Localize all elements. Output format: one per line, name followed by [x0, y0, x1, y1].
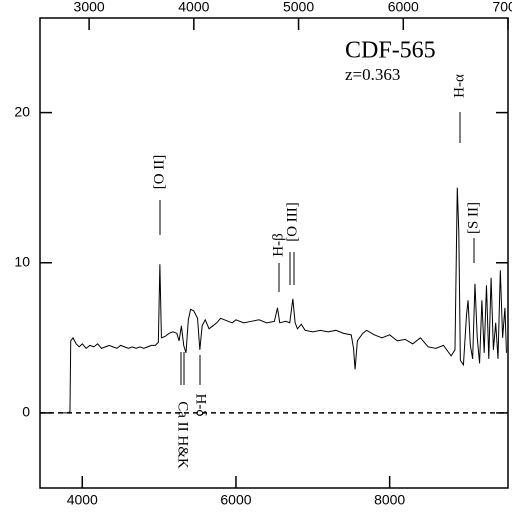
- chart-title: CDF-565: [345, 38, 436, 64]
- x-tick-label: 4000: [67, 492, 98, 508]
- line-label: [S II]: [465, 202, 481, 234]
- chart-subtitle: z=0.363: [345, 65, 400, 84]
- x2-tick-label: 6000: [388, 0, 419, 15]
- line-label: H-β: [270, 233, 286, 256]
- plot-frame: [39, 17, 509, 489]
- x2-tick-label: 4000: [178, 0, 209, 15]
- x2-tick-label: 3000: [74, 0, 105, 15]
- y-tick-label: 0: [22, 404, 30, 420]
- line-label: H-α: [451, 74, 467, 98]
- line-label: [O III]: [284, 202, 300, 242]
- x-tick-label: 6000: [220, 492, 251, 508]
- line-label: H-δ: [193, 394, 209, 417]
- line-label: Ca II H&K: [175, 401, 191, 469]
- line-label: [O II]: [151, 155, 167, 190]
- y-tick-label: 10: [14, 253, 30, 269]
- spectrum-line: [58, 187, 507, 414]
- y-tick-label: 20: [14, 103, 30, 119]
- x2-tick-label: 5000: [283, 0, 314, 15]
- x-tick-label: 8000: [374, 492, 405, 508]
